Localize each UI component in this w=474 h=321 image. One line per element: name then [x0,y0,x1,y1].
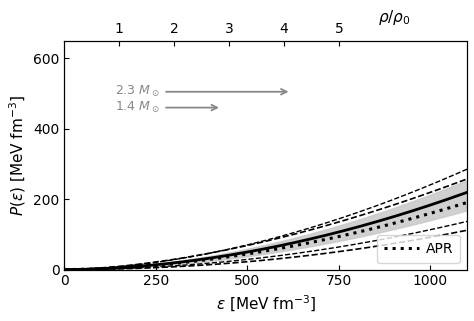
Legend: APR: APR [377,235,460,263]
Text: 2.3 $M_\odot$: 2.3 $M_\odot$ [115,84,160,99]
X-axis label: $\varepsilon$ [MeV fm$^{-3}$]: $\varepsilon$ [MeV fm$^{-3}$] [216,294,316,314]
Text: 1.4 $M_\odot$: 1.4 $M_\odot$ [115,100,160,115]
X-axis label: $\rho/\rho_0$: $\rho/\rho_0$ [378,8,411,27]
Y-axis label: $P(\varepsilon)$ [MeV fm$^{-3}$]: $P(\varepsilon)$ [MeV fm$^{-3}$] [7,94,27,216]
